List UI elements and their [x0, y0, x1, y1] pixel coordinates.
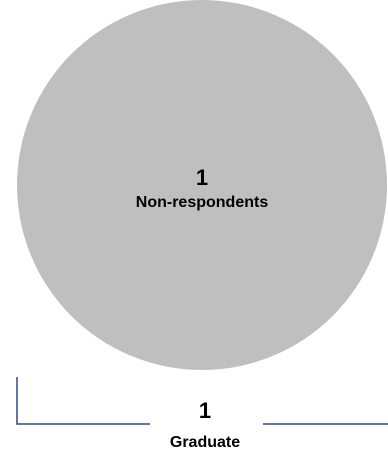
- non-respondents-count: 1: [195, 165, 209, 190]
- graduate-label: Graduate: [169, 434, 241, 451]
- non-respondents-circle: [17, 0, 387, 370]
- non-respondents-label: Non-respondents: [135, 194, 269, 211]
- graduate-bracket-left: [16, 377, 150, 425]
- graduate-count: 1: [198, 398, 212, 423]
